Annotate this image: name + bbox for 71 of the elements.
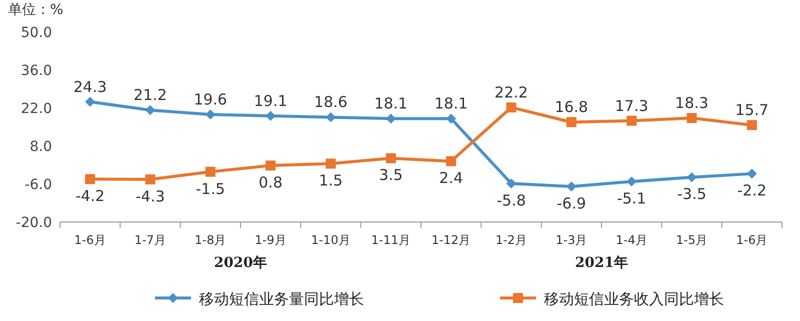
data-label: 21.2 <box>134 86 167 104</box>
x-tick-label: 1-3月 <box>556 233 588 247</box>
data-label: 0.8 <box>258 174 283 192</box>
y-tick-label: 50.0 <box>20 25 52 41</box>
x-tick-label: 1-8月 <box>194 233 226 247</box>
data-label: 16.8 <box>554 98 588 116</box>
y-tick-label: 22.0 <box>20 101 52 117</box>
point <box>566 117 576 128</box>
y-tick-label: 36.0 <box>20 63 52 79</box>
point <box>746 120 757 130</box>
point <box>446 156 456 166</box>
y-tick-label: -20.0 <box>16 215 52 231</box>
point <box>626 176 637 187</box>
x-tick-label: 1-6月 <box>74 233 106 247</box>
point <box>566 181 576 192</box>
data-label: 3.5 <box>378 166 403 184</box>
data-label: 1.5 <box>318 172 343 190</box>
data-label: -4.3 <box>136 187 165 206</box>
data-label: 2.4 <box>439 169 464 188</box>
x-tick-label: 1-4月 <box>616 233 648 247</box>
data-label: 19.1 <box>254 92 288 110</box>
data-label: -2.2 <box>737 182 767 200</box>
point <box>145 105 156 116</box>
legend-label: 移动短信业务收入同比增长 <box>544 290 724 308</box>
point <box>386 153 396 164</box>
data-label: 18.6 <box>314 93 348 112</box>
x-tick-label: 1-10月 <box>311 233 350 247</box>
point <box>85 96 96 107</box>
point <box>506 102 516 112</box>
y-tick-label: 8.0 <box>30 139 52 155</box>
point <box>506 178 516 188</box>
data-label: 19.6 <box>194 90 228 109</box>
data-label: 18.1 <box>374 94 408 113</box>
x-tick-label: 1-9月 <box>254 233 286 247</box>
point <box>746 168 757 179</box>
data-label: -3.5 <box>677 185 706 204</box>
data-label: 18.1 <box>434 94 468 113</box>
point <box>686 113 697 124</box>
point <box>85 174 96 184</box>
x-tick-label: 1-11月 <box>371 233 411 247</box>
x-tick-label: 1-6月 <box>736 233 768 247</box>
point <box>266 110 276 121</box>
y-axis-title: 单位：% <box>8 2 64 18</box>
data-label: -1.5 <box>196 180 226 198</box>
point <box>386 114 396 124</box>
point <box>326 158 336 169</box>
data-label: -5.8 <box>496 191 526 210</box>
data-label: -4.2 <box>75 187 105 206</box>
point <box>686 172 697 182</box>
point <box>145 174 156 184</box>
point <box>326 112 336 122</box>
x-tick-label: 1-5月 <box>676 233 708 247</box>
data-label: 24.3 <box>73 78 107 96</box>
point <box>205 110 216 120</box>
data-label: 22.2 <box>494 83 528 102</box>
data-label: 17.3 <box>614 96 648 115</box>
x-tick-label: 1-2月 <box>495 233 528 247</box>
point <box>446 114 456 124</box>
text: 2021年 <box>575 255 628 271</box>
data-label: -6.9 <box>556 194 586 212</box>
legend-label: 移动短信业务量同比增长 <box>199 290 364 308</box>
x-tick-label: 1-7月 <box>134 233 166 247</box>
point <box>626 116 637 126</box>
data-label: 15.7 <box>735 101 769 120</box>
point <box>266 160 276 171</box>
data-label: -5.1 <box>616 190 646 208</box>
y-tick-label: -6.0 <box>24 177 52 193</box>
data-label: 18.3 <box>675 94 708 112</box>
x-tick-label: 1-12月 <box>431 233 471 247</box>
text: 2020年 <box>214 255 267 271</box>
point <box>205 166 216 177</box>
